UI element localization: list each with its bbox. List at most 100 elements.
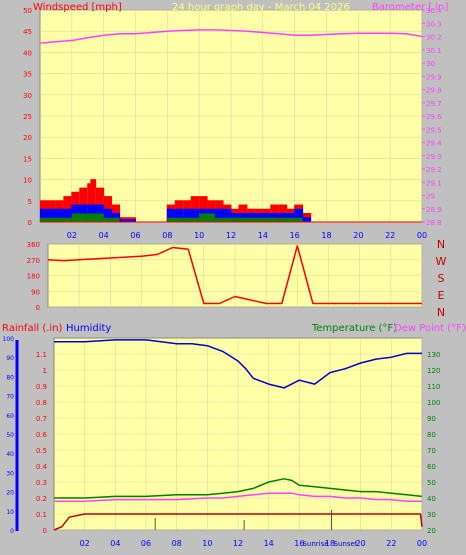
- rain-tick-label: 0.9: [36, 383, 47, 391]
- barometer-tick-label: 29.7: [426, 100, 442, 108]
- temperature-tick-label: 40: [427, 495, 436, 503]
- windspeed-tick-label: 0: [28, 219, 32, 227]
- gust-column: [87, 183, 91, 222]
- direction-tick-label: 90: [31, 288, 40, 296]
- direction-tick-label: 0: [36, 304, 40, 312]
- barometer-tick-label: 30.4: [426, 7, 442, 15]
- windspeed-column: [111, 213, 120, 222]
- windspeed-tick-label: 25: [23, 113, 32, 121]
- sunrise-label: Sunrise: [302, 540, 328, 548]
- direction-axis-ticks: 0 90 180 270 360: [27, 241, 40, 312]
- wind-x-tick-label: 18: [321, 231, 331, 240]
- compass-letter: N: [437, 238, 445, 251]
- temperature-tick-label: 50: [427, 479, 436, 487]
- wind-low-column: [278, 217, 295, 222]
- wind-x-tick-label: 00: [417, 231, 427, 240]
- windspeed-tick-label: 30: [23, 92, 32, 100]
- humidity-tick-label: 80: [6, 374, 14, 381]
- compass-letter: E: [438, 289, 445, 302]
- windspeed-tick-label: 35: [23, 71, 32, 79]
- wind-x-tick-label: 04: [99, 231, 109, 240]
- temp-x-axis-ticks: 02 04 06 08 10 12 14 16 18 20 22 00: [80, 539, 428, 548]
- barometer-tick-label: 29.6: [426, 113, 442, 121]
- humidity-tick-label: 40: [6, 451, 14, 458]
- compass-letter: W: [436, 255, 447, 268]
- windspeed-column: [246, 213, 263, 222]
- rain-tick-label: 1: [43, 367, 47, 375]
- graph-title: 24 hour graph day - March 04 2026: [172, 2, 350, 13]
- humidity-axis-ticks: 0 10 20 30 40 50 60 70 80 90 100: [3, 336, 15, 535]
- temperature-tick-label: 100: [427, 399, 440, 407]
- temperature-tick-label: 60: [427, 463, 436, 471]
- humidity-tick-label: 30: [6, 470, 14, 477]
- wind-x-tick-label: 22: [385, 231, 395, 240]
- compass-letter: S: [438, 272, 445, 285]
- barometer-line: [39, 29, 423, 44]
- windspeed-tick-label: 15: [23, 155, 32, 163]
- rain-tick-label: 0: [43, 527, 47, 535]
- humidity-tick-label: 0: [10, 528, 14, 535]
- barometer-axis-ticks: 28.8 28.9 29 29.1 29.2 29.3 29.4 29.5 29.6 29.7 29…: [422, 7, 442, 227]
- compass-letter: N: [437, 306, 445, 319]
- barometer-axis-label: Barometer [.in]: [372, 2, 448, 13]
- barometer-tick-label: 30: [426, 60, 435, 68]
- dewpoint-line: [54, 492, 422, 502]
- windspeed-line: [40, 204, 422, 223]
- temperature-tick-label: 30: [427, 511, 436, 519]
- rain-tick-label: 0.6: [36, 431, 48, 439]
- wind-low-column: [111, 217, 120, 222]
- barometer-tick-label: 29: [426, 193, 435, 201]
- temperature-tick-label: 70: [427, 447, 436, 455]
- temp-x-tick-label: 20: [356, 539, 366, 548]
- wind-low-column: [55, 217, 72, 222]
- sunset-label: Sunset: [334, 540, 358, 548]
- temp-grid: [54, 338, 423, 531]
- barometer-tick-label: 30.2: [426, 34, 442, 42]
- barometer-tick-label: 29.2: [426, 166, 442, 174]
- wind-low-column: [87, 213, 104, 222]
- wind-low-column: [215, 217, 231, 222]
- rainfall-line: [53, 513, 423, 531]
- gust-column: [90, 179, 96, 222]
- humidity-tick-label: 20: [6, 490, 14, 497]
- temp-x-tick-label: 12: [233, 539, 243, 548]
- wind-low-column: [40, 217, 56, 222]
- temp-x-tick-label: 06: [141, 539, 151, 548]
- barometer-tick-label: 30.1: [426, 47, 442, 55]
- rain-humidity-temp-panel: 0 0.1 0.2 0.3 0.4 0.5 0.6 0.7 0.8 0.9 1 1.1 0 10 20 30…: [2, 323, 466, 548]
- temperature-tick-label: 90: [427, 415, 436, 423]
- humidity-tick-label: 70: [6, 394, 14, 401]
- windspeed-tick-label: 20: [23, 134, 32, 142]
- barometer-tick-label: 30.3: [426, 20, 442, 28]
- wind-low-column: [294, 217, 303, 222]
- wind-low-column: [262, 217, 279, 222]
- windspeed-column: [119, 219, 136, 222]
- wind-low-column: [103, 217, 112, 222]
- barometer-tick-label: 29.5: [426, 126, 442, 134]
- temperature-axis-ticks: 20 30 40 50 60 70 80 90 100 110 120 130: [427, 351, 440, 535]
- temp-x-tick-label: 04: [110, 539, 120, 548]
- wind-x-tick-label: 08: [162, 231, 172, 240]
- humidity-tick-label: 50: [6, 432, 14, 439]
- direction-grid: [48, 243, 423, 308]
- temperature-tick-label: 110: [427, 383, 440, 391]
- temperature-tick-label: 130: [427, 351, 440, 359]
- wind-grid: [40, 9, 423, 223]
- wind-x-tick-label: 12: [226, 231, 236, 240]
- wind-low-column: [183, 217, 200, 222]
- wind-x-tick-label: 16: [290, 231, 300, 240]
- direction-tick-label: 360: [27, 241, 40, 249]
- barometer-tick-label: 29.3: [426, 153, 442, 161]
- humidity-axis-label: Humidity: [66, 323, 111, 334]
- dewpoint-axis-label: Dew Point (°F): [394, 323, 466, 334]
- barometer-tick-label: 29.4: [426, 140, 442, 148]
- temperature-tick-label: 80: [427, 431, 436, 439]
- wind-x-tick-label: 20: [353, 231, 363, 240]
- rain-tick-label: 0.7: [36, 415, 47, 423]
- rain-tick-label: 0.5: [36, 447, 47, 455]
- temp-x-tick-label: 14: [264, 539, 274, 548]
- temp-x-tick-label: 22: [386, 539, 396, 548]
